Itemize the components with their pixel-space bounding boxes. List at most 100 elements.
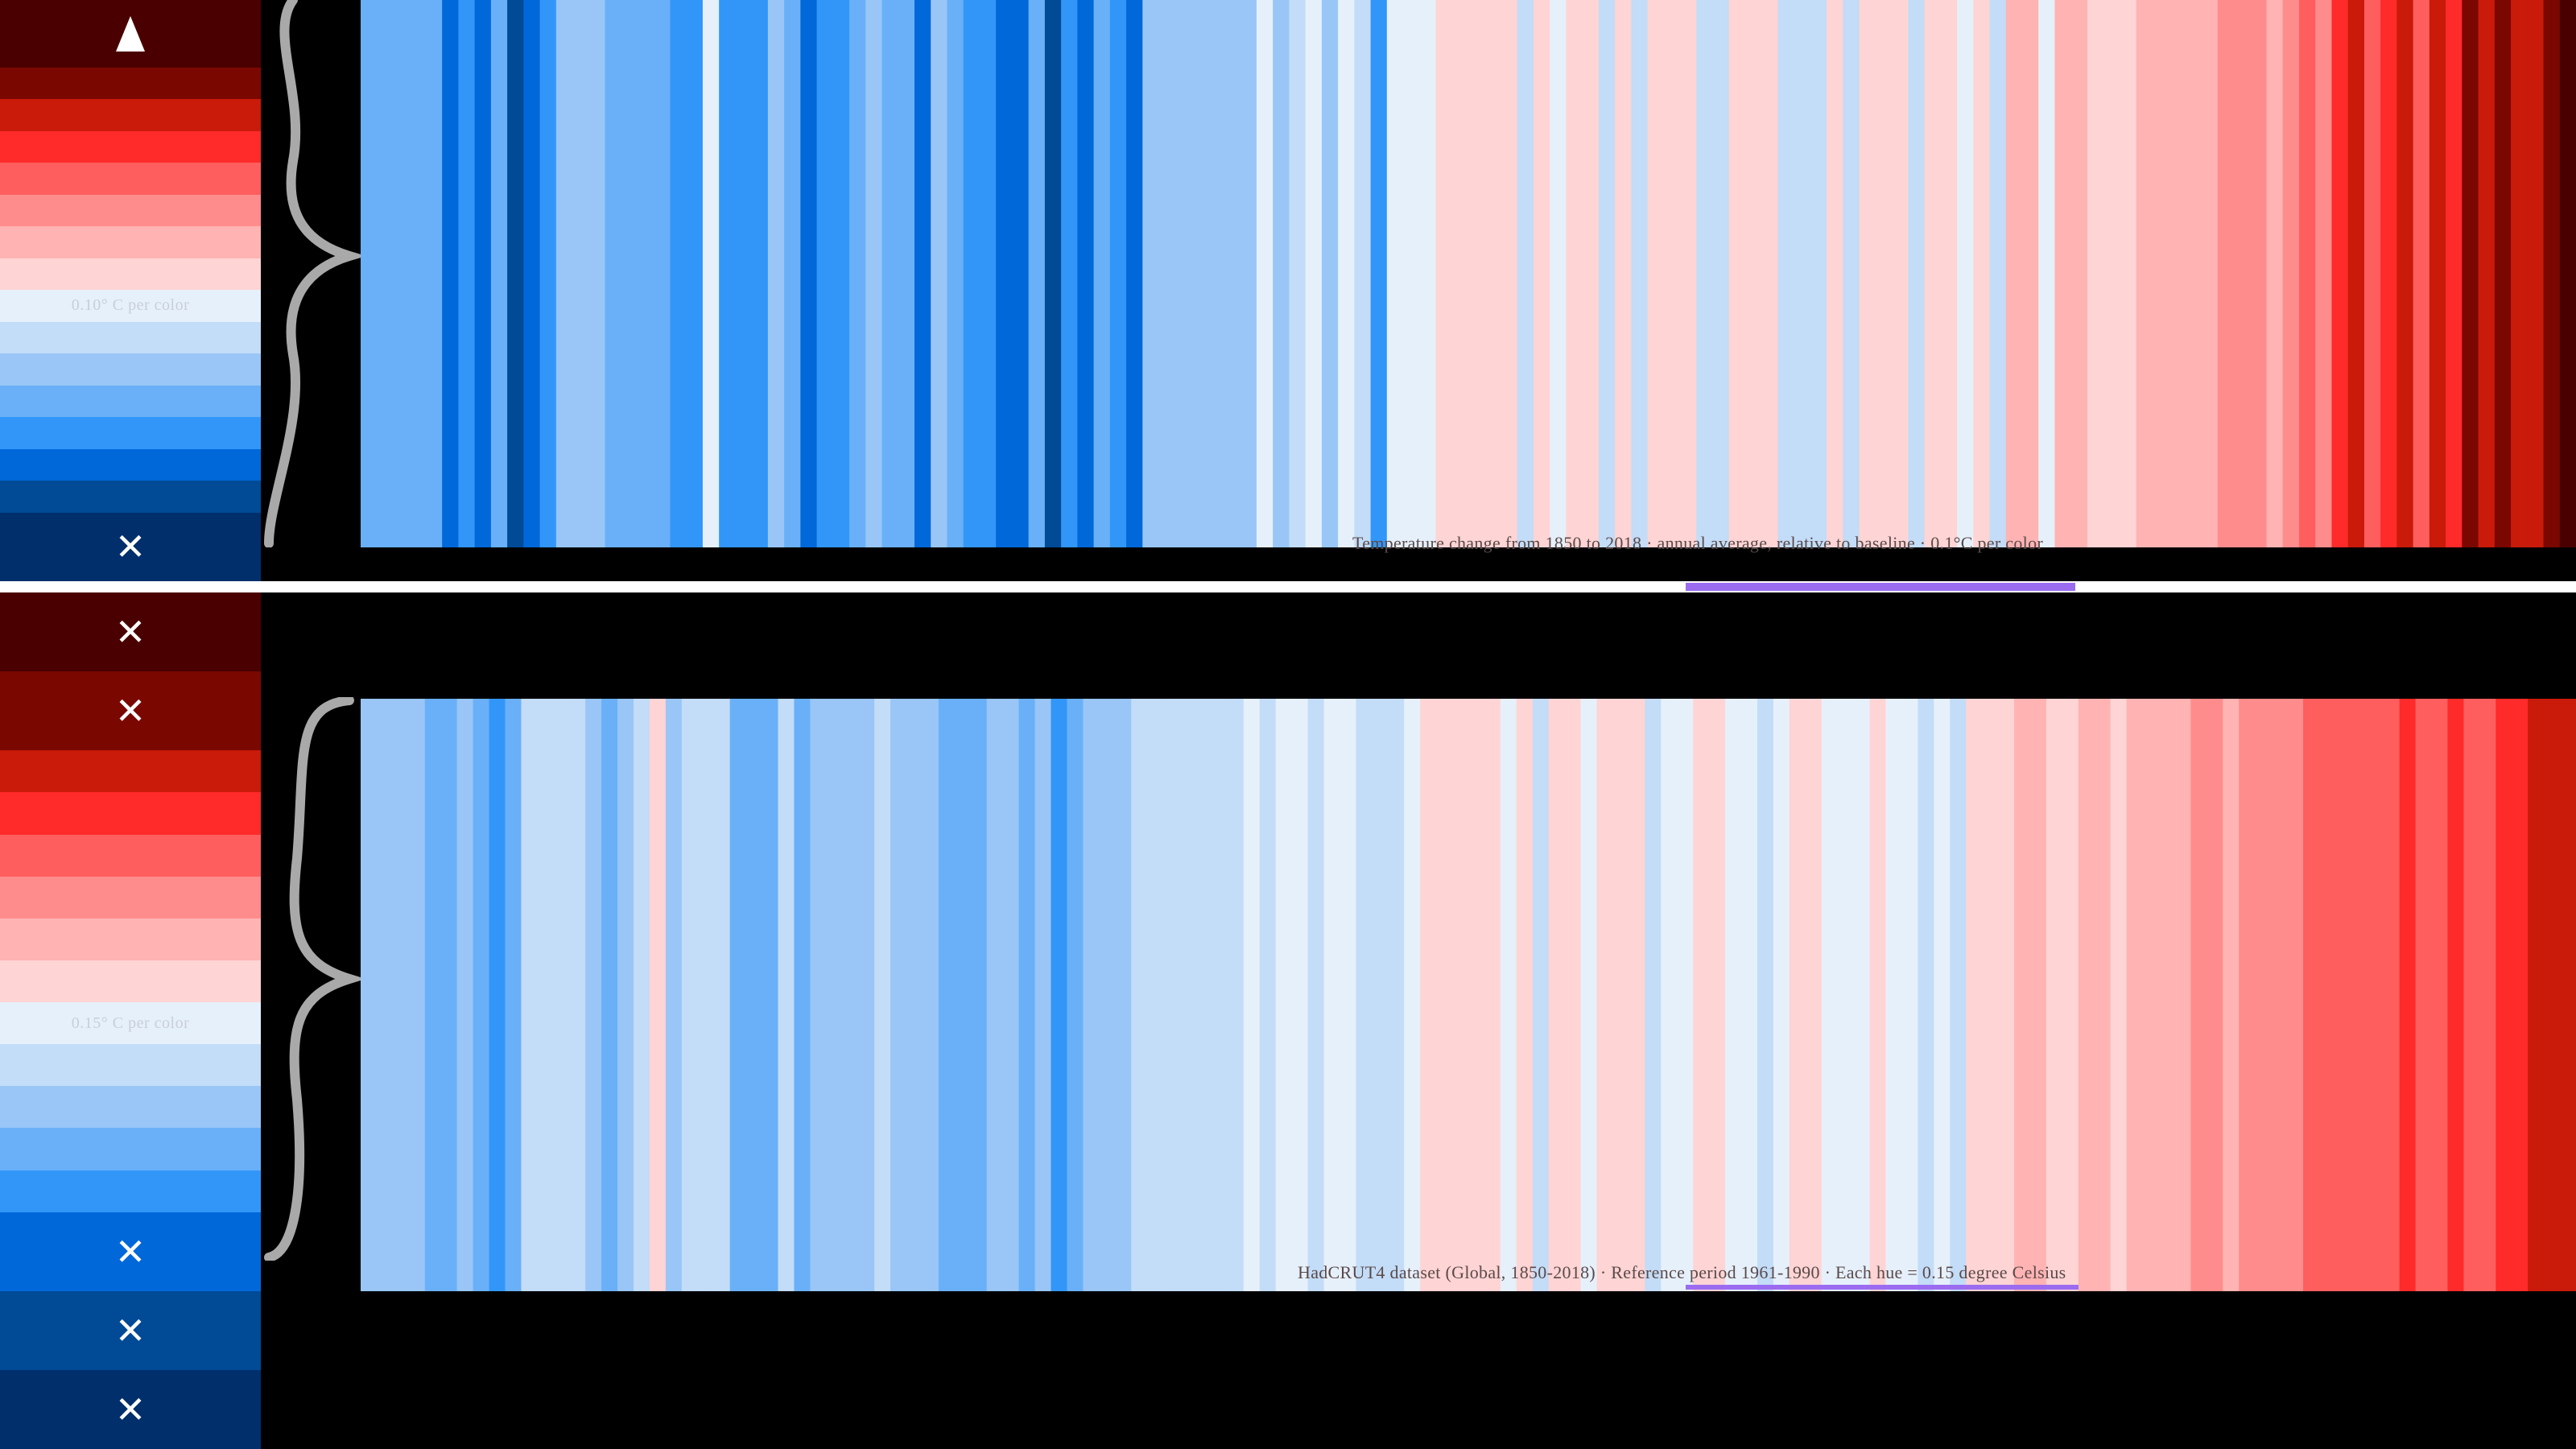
stripe-bar — [800, 0, 818, 547]
stripe-bar — [842, 699, 859, 1291]
legend-swatch — [0, 750, 261, 793]
stripe-bar — [697, 699, 715, 1291]
stripe-bar — [970, 699, 988, 1291]
stripe-bar — [826, 699, 843, 1291]
stripe-bar — [794, 699, 811, 1291]
stripe-bar — [456, 699, 474, 1291]
stripe-bar — [1908, 0, 1926, 547]
stripe-bar — [2560, 699, 2576, 1291]
stripe-bar — [906, 699, 923, 1291]
stripe-bar — [1940, 0, 1958, 547]
stripe-bar — [1404, 699, 1421, 1291]
stripe-bar — [2287, 699, 2304, 1291]
stripe-bar — [539, 0, 557, 547]
stripe-bar — [2383, 699, 2401, 1291]
stripe-bar — [1810, 0, 1827, 547]
stripes-caption: HadCRUT4 dataset (Global, 1850-2018) · R… — [1298, 1262, 2066, 1282]
stripe-bar — [1275, 699, 1293, 1291]
stripe-bar — [1451, 0, 1469, 547]
stripe-bar — [2447, 699, 2464, 1291]
stripe-bar — [1709, 699, 1726, 1291]
stripe-bar — [1501, 0, 1518, 547]
stripe-bar — [1067, 699, 1084, 1291]
stripe-bar — [1435, 0, 1453, 547]
legend-swatch: 0.10° C per color — [0, 290, 261, 322]
stripe-bar — [621, 0, 638, 547]
stripe-bar — [361, 699, 378, 1291]
stripe-bar — [2367, 699, 2384, 1291]
stripe-bar — [1002, 699, 1020, 1291]
stripe-bar — [1532, 699, 1550, 1291]
color-scale-legend: ✕ ✕ 0.15° C per color ✕ ✕ ✕ — [0, 592, 261, 1449]
stripe-bar — [1179, 699, 1196, 1291]
stripe-bar — [2463, 699, 2480, 1291]
stripe-bar — [2544, 699, 2561, 1291]
stripe-bar — [2282, 0, 2300, 547]
stripe-bar — [1468, 699, 1485, 1291]
stripe-bar — [490, 0, 508, 547]
stripe-bar — [2201, 0, 2219, 547]
stripe-bar — [784, 0, 801, 547]
stripe-bar — [729, 699, 747, 1291]
stripe-bar — [361, 0, 378, 547]
legend-swatch — [0, 163, 261, 195]
stripe-bar — [2120, 0, 2137, 547]
stripe-bar — [638, 0, 654, 547]
stripe-bar — [2380, 0, 2398, 547]
stripe-bar — [1901, 699, 1918, 1291]
legend-swatch — [0, 448, 261, 481]
stripe-bar — [585, 699, 602, 1291]
stripe-bar — [1517, 0, 1534, 547]
stripe-bar — [1892, 0, 1909, 547]
warming-stripes-annual — [361, 0, 2576, 547]
legend-swatch — [0, 353, 261, 386]
stripe-bar — [425, 0, 443, 547]
legend-swatch: ✕ — [0, 671, 261, 751]
warming-stripes-fivey — [361, 699, 2576, 1291]
stripe-bar — [2126, 699, 2144, 1291]
legend-swatch — [0, 67, 261, 99]
stripe-bar — [2446, 0, 2462, 547]
panel-annual: 0.10° C per color ✕ Temperature change fr… — [0, 0, 2576, 581]
stripe-bar — [745, 699, 763, 1291]
stripe-bar — [2399, 699, 2417, 1291]
stripe-bar — [1289, 0, 1307, 547]
stripe-bar — [474, 0, 492, 547]
stripe-bar — [2022, 0, 2039, 547]
reference-period-underline — [1686, 1285, 2079, 1290]
stripe-bar — [2029, 699, 2047, 1291]
stripe-bar — [670, 0, 687, 547]
stripe-bar — [1566, 0, 1583, 547]
legend-swatch — [0, 321, 261, 353]
stripe-bar — [2070, 0, 2088, 547]
stripe-bar — [2347, 0, 2365, 547]
stripe-bar — [507, 0, 524, 547]
legend-swatch — [0, 876, 261, 919]
stripe-bar — [2174, 699, 2191, 1291]
stripe-bar — [702, 0, 720, 547]
legend-swatch — [0, 258, 261, 290]
stripe-bar — [2415, 699, 2433, 1291]
cross-icon: ✕ — [114, 610, 147, 654]
stripe-bar — [1321, 0, 1339, 547]
stripe-bar — [2479, 699, 2496, 1291]
stripe-bar — [1629, 699, 1645, 1291]
stripe-bar — [1356, 699, 1373, 1291]
legend-swatch: ✕ — [0, 592, 261, 672]
stripe-bar — [605, 0, 622, 547]
stripe-bar — [569, 699, 586, 1291]
stripe-bar — [1821, 699, 1839, 1291]
stripe-bar — [931, 0, 948, 547]
stripe-bar — [865, 0, 883, 547]
stripe-bar — [1693, 699, 1710, 1291]
stripe-bar — [1051, 699, 1068, 1291]
stripe-bar — [1989, 0, 2007, 547]
stripe-bar — [1386, 0, 1404, 547]
stripe-bar — [2005, 0, 2023, 547]
stripe-bar — [713, 699, 731, 1291]
legend-swatch: 0.15° C per color — [0, 1002, 261, 1045]
stripe-bar — [1966, 699, 1983, 1291]
stripe-bar — [2299, 0, 2316, 547]
stripe-bar — [1580, 699, 1598, 1291]
stripe-bar — [1777, 0, 1795, 547]
